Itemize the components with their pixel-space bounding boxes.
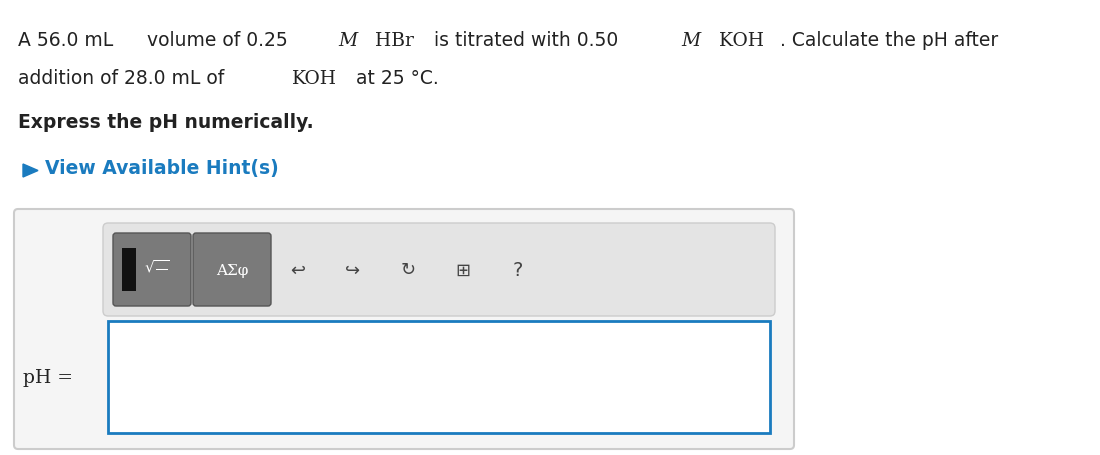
Text: . Calculate the pH after: . Calculate the pH after [780, 31, 999, 50]
Text: pH =: pH = [23, 368, 73, 386]
Text: addition of 28.0 mL of: addition of 28.0 mL of [18, 69, 230, 88]
Text: volume of 0.25: volume of 0.25 [141, 31, 294, 50]
Text: ↪: ↪ [345, 261, 361, 279]
Text: Express the pH numerically.: Express the pH numerically. [18, 113, 314, 131]
Polygon shape [23, 165, 38, 177]
Text: ↩: ↩ [290, 261, 306, 279]
Text: at 25 °C.: at 25 °C. [350, 69, 439, 88]
Text: M: M [682, 32, 701, 50]
Text: HBr: HBr [363, 32, 414, 50]
Text: KOH: KOH [706, 32, 763, 50]
FancyBboxPatch shape [122, 248, 136, 291]
Text: ΑΣφ: ΑΣφ [216, 263, 249, 277]
Text: ?: ? [513, 260, 524, 279]
Text: is titrated with 0.50: is titrated with 0.50 [429, 31, 625, 50]
Text: ⊞: ⊞ [455, 261, 471, 279]
Text: A 56.0 mL: A 56.0 mL [18, 31, 113, 50]
Text: View Available Hint(s): View Available Hint(s) [45, 159, 278, 177]
FancyBboxPatch shape [108, 321, 770, 433]
FancyBboxPatch shape [14, 210, 794, 449]
Text: KOH: KOH [292, 70, 337, 88]
FancyBboxPatch shape [103, 223, 776, 316]
FancyBboxPatch shape [192, 233, 271, 306]
FancyBboxPatch shape [113, 233, 191, 306]
Text: ↻: ↻ [400, 261, 416, 279]
Text: M: M [338, 32, 358, 50]
Text: $\sqrt{\overline{\ \ }}$: $\sqrt{\overline{\ \ }}$ [144, 258, 169, 274]
